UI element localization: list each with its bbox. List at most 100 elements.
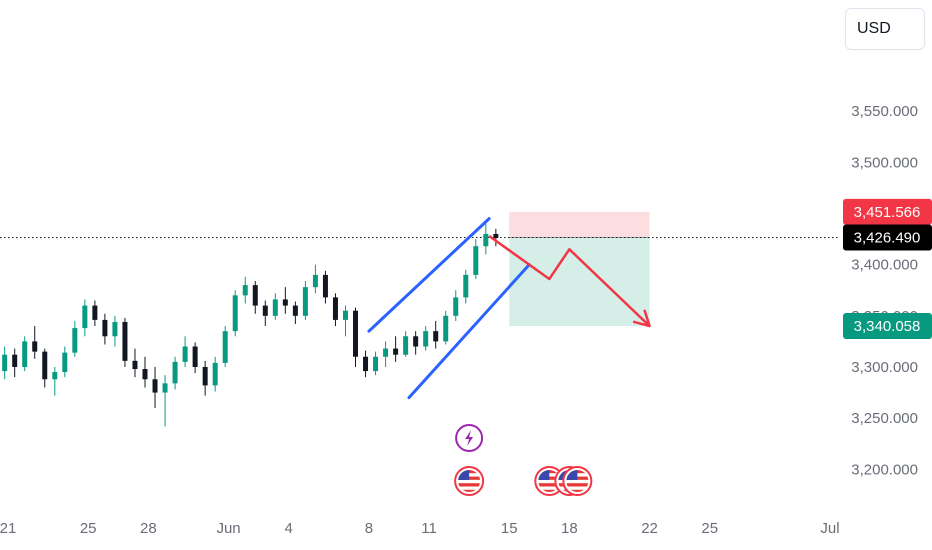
- economic-events[interactable]: [454, 424, 593, 496]
- time-tick-label: 8: [365, 520, 373, 537]
- candle-body: [12, 354, 18, 367]
- candle-body: [62, 352, 68, 373]
- price-axis[interactable]: 3,550.0003,500.0003,400.0003,350.0003,30…: [851, 103, 918, 478]
- channel-drawing[interactable]: [367, 217, 531, 400]
- candle: [2, 346, 8, 380]
- candle-body: [292, 305, 298, 316]
- time-tick-label: Jun: [216, 520, 240, 537]
- candle-body: [22, 341, 28, 367]
- candle: [473, 239, 479, 279]
- flag-stripe: [458, 486, 481, 490]
- candle-body: [2, 354, 8, 372]
- candle: [62, 346, 68, 378]
- candle: [162, 375, 168, 427]
- candle: [463, 269, 469, 304]
- candle-body: [142, 369, 148, 380]
- candle-body: [373, 356, 379, 372]
- time-tick-label: 25: [80, 520, 97, 537]
- candle: [82, 299, 88, 337]
- flag-stripe: [566, 489, 589, 492]
- candle-body: [242, 285, 248, 296]
- candle-body: [122, 321, 128, 361]
- stop-loss-zone[interactable]: [509, 211, 650, 238]
- price-tag-bg: [843, 312, 932, 339]
- candle: [342, 305, 348, 337]
- take-profit-zone[interactable]: [509, 237, 650, 326]
- price-tag-bg: [843, 224, 932, 251]
- flag-body: [566, 470, 589, 492]
- currency-button[interactable]: USD: [845, 8, 925, 50]
- candle: [142, 356, 148, 388]
- candle: [302, 281, 308, 320]
- candle: [393, 336, 399, 362]
- flag-stripe: [538, 486, 561, 490]
- candle: [72, 320, 78, 357]
- candle: [433, 320, 439, 349]
- currency-label: USD: [857, 20, 891, 37]
- candle-body: [443, 315, 449, 342]
- flag-stripe: [458, 483, 481, 487]
- candle: [272, 293, 278, 320]
- candle: [403, 331, 409, 357]
- price-tick-label: 3,200.000: [851, 461, 918, 478]
- time-tick-label: 18: [561, 520, 578, 537]
- candle: [373, 351, 379, 376]
- candle: [152, 366, 158, 408]
- candle-body: [82, 305, 88, 329]
- candle: [92, 300, 98, 327]
- flag-canton: [538, 470, 550, 480]
- candle-body: [493, 233, 499, 239]
- candle-body: [342, 310, 348, 320]
- candle-body: [262, 305, 268, 316]
- candle: [12, 348, 18, 378]
- candle-body: [92, 305, 98, 320]
- flag-stripe: [566, 486, 589, 490]
- candle: [483, 223, 489, 255]
- candle: [212, 356, 218, 392]
- lightning-icon[interactable]: [455, 424, 484, 452]
- candle-body: [403, 336, 409, 355]
- candle: [222, 326, 228, 367]
- candle: [322, 270, 328, 304]
- position-tool[interactable]: [509, 211, 650, 326]
- time-axis[interactable]: 21 25 28 Jun 4 8 11 15 18 22 25 Jul: [0, 520, 840, 537]
- candle-body: [423, 331, 429, 347]
- candle: [252, 281, 258, 314]
- candle-body: [32, 341, 38, 352]
- candle: [182, 336, 188, 367]
- candle: [363, 350, 369, 378]
- candle: [32, 326, 38, 359]
- candle: [332, 293, 338, 327]
- channel-lower-line[interactable]: [407, 263, 531, 400]
- flag-stripe: [458, 479, 481, 484]
- candle-body: [172, 361, 178, 384]
- price-tag-bg: [843, 198, 932, 225]
- candle-body: [272, 299, 278, 316]
- time-tick-label: 11: [421, 520, 437, 537]
- us-flag-icon[interactable]: [562, 466, 593, 496]
- candle-body: [42, 351, 48, 380]
- candle-body: [463, 274, 469, 298]
- flag-stripe: [458, 489, 481, 492]
- candle-body: [72, 328, 78, 353]
- candle: [493, 228, 499, 247]
- us-flag-icon[interactable]: [454, 466, 485, 496]
- candle-body: [112, 321, 118, 337]
- candle: [413, 331, 419, 355]
- price-tick-label: 3,400.000: [851, 257, 918, 274]
- projection-path[interactable]: [488, 234, 651, 328]
- candle: [262, 300, 268, 327]
- channel-upper-line[interactable]: [367, 217, 491, 333]
- projection-line[interactable]: [488, 234, 651, 327]
- candle-body: [332, 297, 338, 320]
- flag-canton: [458, 470, 470, 480]
- candle: [443, 310, 449, 345]
- candle-body: [363, 356, 369, 372]
- time-tick-label: 4: [285, 520, 293, 537]
- flag-stripe: [538, 479, 561, 484]
- candle: [453, 290, 459, 321]
- candle: [42, 348, 48, 388]
- candle: [192, 342, 198, 374]
- flag-stripe: [538, 489, 561, 492]
